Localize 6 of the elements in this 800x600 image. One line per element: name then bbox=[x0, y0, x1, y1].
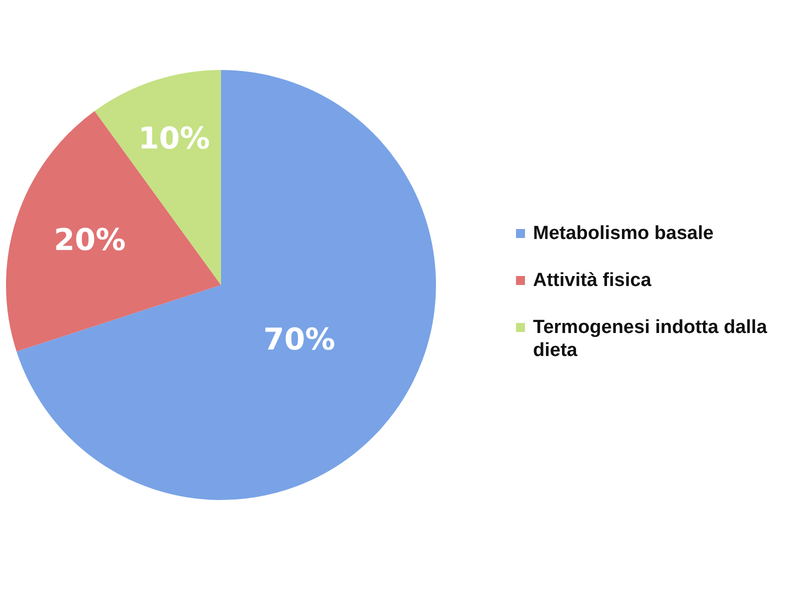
data-label: 70% bbox=[263, 322, 336, 358]
legend-label: Termogenesi indotta dalla dieta bbox=[533, 316, 768, 362]
data-label: 20% bbox=[54, 223, 126, 258]
data-label: 10% bbox=[138, 121, 210, 156]
legend-label: Attività fisica bbox=[533, 269, 652, 292]
legend-label: Metabolismo basale bbox=[533, 222, 714, 245]
